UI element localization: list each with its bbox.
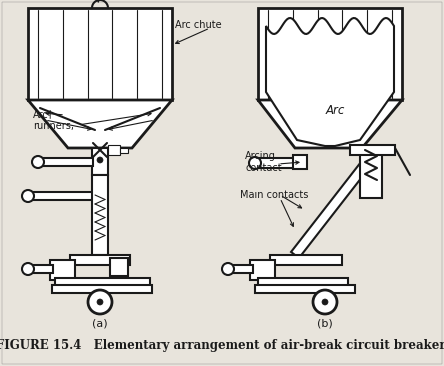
Circle shape	[22, 190, 34, 202]
Circle shape	[322, 299, 328, 305]
Polygon shape	[28, 100, 172, 148]
Bar	[270, 255, 342, 265]
Bar	[92, 148, 108, 175]
Text: Splitter plates: Splitter plates	[65, 0, 134, 2]
Bar	[55, 278, 150, 286]
Circle shape	[22, 263, 34, 275]
Bar	[258, 8, 402, 100]
Bar	[360, 148, 382, 198]
Circle shape	[313, 290, 337, 314]
Bar	[350, 145, 395, 155]
Circle shape	[97, 157, 103, 163]
Polygon shape	[258, 100, 402, 148]
Bar	[52, 285, 152, 293]
Bar	[108, 145, 120, 155]
Circle shape	[97, 299, 103, 305]
Bar	[50, 260, 75, 280]
Text: Arc†
runners,: Arc† runners,	[33, 109, 74, 131]
Text: Maın contacts: Maın contacts	[240, 190, 309, 200]
Bar	[120, 148, 128, 153]
Circle shape	[32, 156, 44, 168]
Circle shape	[222, 263, 234, 275]
Bar	[70, 255, 130, 265]
Circle shape	[88, 290, 112, 314]
Bar	[255, 285, 355, 293]
Text: Arc chute: Arc chute	[175, 20, 222, 30]
Bar	[92, 175, 108, 255]
Bar	[25, 192, 93, 200]
Circle shape	[249, 157, 261, 169]
Bar	[293, 155, 307, 169]
Text: Arc: Arc	[325, 104, 345, 116]
Polygon shape	[266, 18, 394, 146]
Text: FIGURE 15.4   Elementary arrangement of air-break circuit breaker.: FIGURE 15.4 Elementary arrangement of ai…	[0, 339, 444, 351]
Bar	[250, 260, 275, 280]
Bar	[28, 8, 172, 100]
Bar	[110, 258, 128, 276]
Bar	[35, 158, 93, 166]
Bar	[25, 265, 53, 273]
Polygon shape	[291, 162, 369, 258]
Bar	[253, 158, 303, 168]
Text: Arcing
contact: Arcing contact	[245, 151, 281, 173]
Text: (a): (a)	[92, 318, 108, 328]
Text: (b): (b)	[317, 318, 333, 328]
Bar	[225, 265, 253, 273]
Bar	[258, 278, 348, 286]
